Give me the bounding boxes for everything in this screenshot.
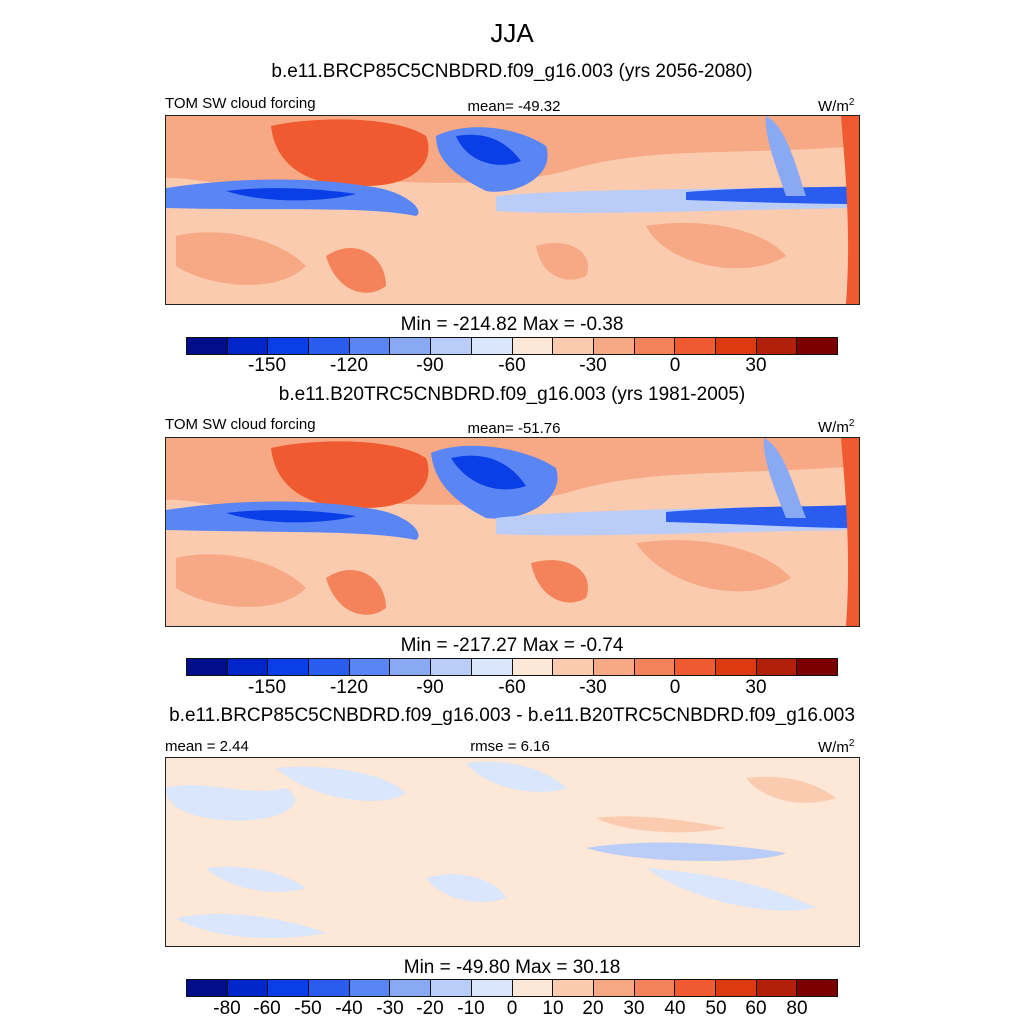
colorbar-swatch — [634, 338, 676, 354]
colorbar-swatch — [268, 659, 310, 675]
colorbar-tick-label: -90 — [416, 355, 444, 376]
colorbar-swatch — [431, 659, 472, 675]
colorbar-swatch — [349, 980, 391, 996]
panel-3-minmax: Min = -49.80 Max = 30.18 — [403, 957, 621, 978]
colorbar-swatch — [715, 980, 757, 996]
colorbar-swatch — [797, 980, 837, 996]
panel-3-units-label: W/m2 — [818, 738, 855, 756]
panel-2-map — [165, 437, 860, 627]
colorbar-swatch — [675, 980, 716, 996]
colorbar-swatch — [553, 980, 594, 996]
panel-1-case-title: b.e11.BRCP85C5CNBDRD.f09_g16.003 (yrs 20… — [271, 61, 753, 82]
colorbar-tick-label: -50 — [294, 998, 322, 1019]
colorbar-swatch — [227, 659, 269, 675]
panel-2-mean-label: mean= -51.76 — [467, 420, 561, 437]
colorbar-tick-label: 80 — [786, 998, 808, 1019]
colorbar-swatch — [797, 659, 837, 675]
colorbar-tick-label: -30 — [579, 677, 607, 698]
panel-1-minmax: Min = -214.82 Max = -0.38 — [400, 314, 624, 335]
colorbar-swatch — [512, 659, 554, 675]
colorbar-swatch — [756, 338, 798, 354]
colorbar-swatch — [471, 980, 513, 996]
colorbar-tick-label: 30 — [745, 355, 767, 376]
colorbar-tick-label: -30 — [579, 355, 607, 376]
panel-1-variable-label: TOM SW cloud forcing — [165, 95, 316, 112]
panel-1-map — [165, 115, 860, 305]
panel-2-variable-label: TOM SW cloud forcing — [165, 416, 316, 433]
colorbar-tick-label: -80 — [213, 998, 241, 1019]
colorbar-swatch — [471, 338, 513, 354]
colorbar-tick-label: -60 — [498, 677, 526, 698]
panel-3-rmse-label: rmse = 6.16 — [470, 738, 550, 755]
colorbar-swatch — [593, 659, 635, 675]
panel-3-colorbar — [186, 979, 838, 997]
panel-1-colorbar — [186, 337, 838, 355]
colorbar-tick-label: -120 — [329, 677, 369, 698]
colorbar-tick-label: 0 — [669, 677, 681, 698]
panel-1-units-label: W/m2 — [818, 97, 855, 115]
colorbar-swatch — [593, 980, 635, 996]
colorbar-tick-label: -60 — [498, 355, 526, 376]
colorbar-swatch — [309, 338, 350, 354]
colorbar-tick-label: 60 — [745, 998, 767, 1019]
colorbar-swatch — [756, 980, 798, 996]
colorbar-swatch — [553, 338, 594, 354]
colorbar-tick-label: 30 — [745, 677, 767, 698]
colorbar-tick-label: 50 — [705, 998, 727, 1019]
colorbar-swatch — [512, 338, 554, 354]
colorbar-swatch — [268, 980, 310, 996]
colorbar-swatch — [187, 338, 228, 354]
colorbar-swatch — [227, 980, 269, 996]
colorbar-swatch — [634, 980, 676, 996]
colorbar-swatch — [431, 980, 472, 996]
colorbar-swatch — [715, 338, 757, 354]
colorbar-tick-label: -150 — [247, 355, 287, 376]
colorbar-swatch — [390, 980, 432, 996]
colorbar-swatch — [349, 659, 391, 675]
colorbar-swatch — [471, 659, 513, 675]
colorbar-swatch — [349, 338, 391, 354]
panel-2-minmax: Min = -217.27 Max = -0.74 — [400, 635, 624, 656]
colorbar-swatch — [756, 659, 798, 675]
colorbar-tick-label: -30 — [376, 998, 404, 1019]
colorbar-swatch — [797, 338, 837, 354]
panel-3-map — [165, 757, 860, 947]
colorbar-tick-label: 20 — [582, 998, 604, 1019]
colorbar-swatch — [187, 659, 228, 675]
colorbar-swatch — [675, 338, 716, 354]
colorbar-swatch — [634, 659, 676, 675]
panel-1-mean-label: mean= -49.32 — [467, 98, 561, 115]
panel-3-case-title: b.e11.BRCP85C5CNBDRD.f09_g16.003 - b.e11… — [169, 705, 855, 726]
panel-2-colorbar — [186, 658, 838, 676]
colorbar-swatch — [593, 338, 635, 354]
colorbar-swatch — [227, 338, 269, 354]
colorbar-tick-label: 0 — [669, 355, 681, 376]
colorbar-swatch — [675, 659, 716, 675]
colorbar-swatch — [309, 659, 350, 675]
colorbar-tick-label: -10 — [457, 998, 485, 1019]
colorbar-tick-label: -60 — [253, 998, 281, 1019]
colorbar-swatch — [553, 659, 594, 675]
figure-title: JJA — [490, 18, 534, 48]
panel-2-case-title: b.e11.B20TRC5CNBDRD.f09_g16.003 (yrs 198… — [278, 384, 746, 405]
colorbar-tick-label: 30 — [623, 998, 645, 1019]
colorbar-tick-label: -90 — [416, 677, 444, 698]
colorbar-tick-label: -20 — [416, 998, 444, 1019]
colorbar-tick-label: 10 — [542, 998, 564, 1019]
colorbar-swatch — [309, 980, 350, 996]
colorbar-tick-label: -150 — [247, 677, 287, 698]
colorbar-swatch — [187, 980, 228, 996]
colorbar-swatch — [715, 659, 757, 675]
colorbar-tick-label: 0 — [506, 998, 518, 1019]
colorbar-swatch — [512, 980, 554, 996]
colorbar-tick-label: -120 — [329, 355, 369, 376]
colorbar-swatch — [268, 338, 310, 354]
colorbar-tick-label: -40 — [335, 998, 363, 1019]
colorbar-swatch — [431, 338, 472, 354]
colorbar-swatch — [390, 659, 432, 675]
panel-3-mean-label: mean = 2.44 — [165, 738, 249, 755]
panel-2-units-label: W/m2 — [818, 418, 855, 436]
colorbar-tick-label: 40 — [664, 998, 686, 1019]
colorbar-swatch — [390, 338, 432, 354]
